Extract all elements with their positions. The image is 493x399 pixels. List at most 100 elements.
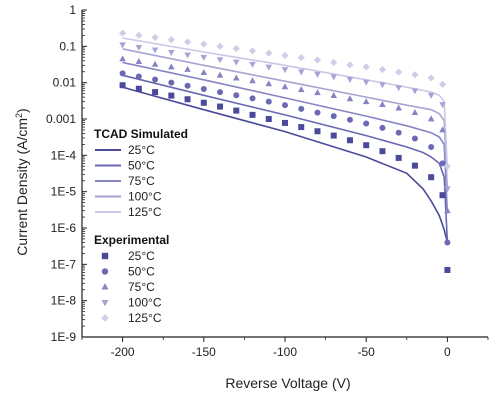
data-point [439,160,446,167]
data-point [411,162,418,169]
data-point [362,63,370,71]
legend-label-simulated-3: 100°C [128,190,162,204]
data-point [249,111,256,118]
legend-label-experimental-4: 125°C [128,311,162,325]
y-tick-label: 0.01 [53,76,77,90]
x-tick-label: -200 [111,345,135,359]
data-point [281,51,289,60]
y-axis-label-sup: 2 [14,113,24,118]
data-point [444,239,451,246]
data-point [135,31,143,39]
data-point [281,83,289,90]
data-point [232,59,240,66]
data-point [362,79,370,86]
legend-marker-4 [101,314,109,322]
data-point [330,92,338,99]
y-tick-label: 1 [69,3,76,17]
data-point [428,143,435,150]
data-point [183,38,192,46]
data-point [119,42,126,49]
data-point [330,74,338,81]
y-tick-label: 1E-4 [51,148,77,162]
legend-marker-1 [101,268,109,275]
data-point [217,89,224,96]
simulated-line-2 [122,61,449,214]
data-point [346,116,353,123]
legend-label-experimental-0: 25°C [128,249,155,263]
data-point [379,82,386,89]
data-point [427,74,435,82]
data-point [314,89,321,96]
simulated-line-0 [122,86,449,243]
data-point [265,116,272,122]
experimental-series-3 [119,42,451,193]
experimental-series-4 [119,29,451,170]
legend-title-simulated: TCAD Simulated [94,127,188,141]
data-point [151,60,159,67]
data-point [168,63,175,70]
data-point [395,104,402,111]
data-point [152,76,159,83]
simulated-line-3 [122,48,449,192]
simulated-line-4 [122,37,449,170]
y-tick-label: 1E-5 [51,185,77,199]
data-point [379,148,386,155]
y-axis-label-main: Current Density (A/cm [14,118,30,256]
data-point [248,47,257,55]
data-point [428,174,435,181]
legend-marker-3 [101,299,109,307]
legend-label-simulated-2: 75°C [128,174,155,188]
data-point [298,124,305,131]
data-point [249,95,256,102]
data-point [200,68,208,75]
data-point [411,88,419,95]
legend-label-simulated-0: 25°C [128,143,155,157]
experimental-series-1 [119,70,451,246]
legend-label-experimental-1: 50°C [128,265,155,279]
data-point [265,98,272,105]
data-point [232,44,240,53]
data-point [363,120,370,127]
data-point [395,68,403,76]
data-point [282,102,288,109]
data-point [427,92,435,99]
data-point [233,107,240,114]
data-point [346,95,354,102]
data-point [411,109,419,116]
data-point [119,70,126,77]
data-point [346,77,354,84]
data-point [200,99,207,106]
x-tick-label: -50 [358,345,376,359]
data-point [232,74,240,81]
axes: 1E-9 1E-8 1E-7 1E-6 1E-5 1E-4 0.001 0.01 0.1 1 -20… [46,3,489,359]
data-point [151,33,159,42]
data-point [330,113,337,120]
data-point [152,89,159,96]
data-point [135,58,143,65]
data-point [395,85,402,92]
data-point [233,92,240,99]
legend-label-simulated-1: 50°C [128,159,155,173]
data-point [444,266,451,273]
data-point [395,154,402,161]
simulated-line-1 [122,74,449,243]
legend-marker-2 [101,283,109,290]
data-point [184,65,191,72]
legend-title-experimental: Experimental [94,233,169,247]
data-point [297,86,305,93]
data-point [135,44,143,51]
data-point [119,29,127,37]
data-point [135,85,142,92]
data-point [314,71,321,78]
legend-label-simulated-4: 125°C [128,205,162,219]
data-point [443,162,451,170]
legend-label-experimental-3: 100°C [128,296,162,310]
data-point [217,103,224,110]
experimental-series-0 [119,82,451,273]
data-point [167,36,175,44]
x-axis-label: Reverse Voltage (V) [225,375,350,391]
data-point [297,53,305,62]
data-point [411,71,419,79]
x-tick-label: -100 [273,345,297,359]
